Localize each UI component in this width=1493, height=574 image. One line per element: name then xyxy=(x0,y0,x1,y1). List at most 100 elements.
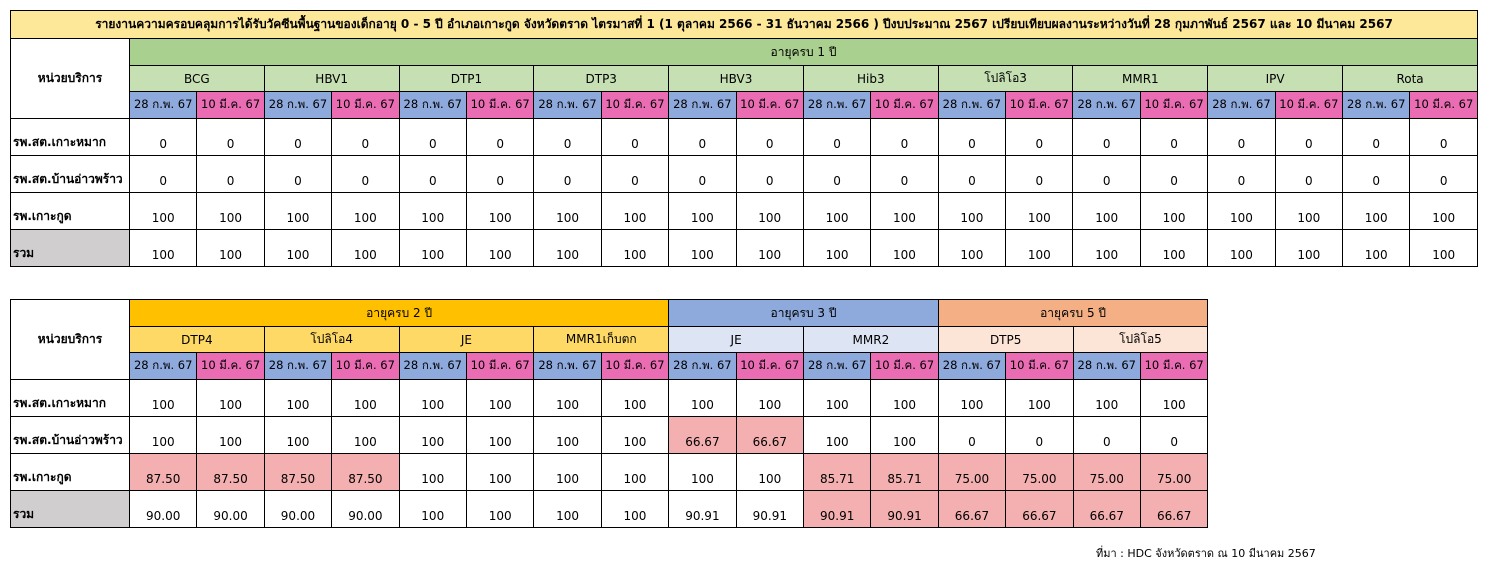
unit-header: หน่วยบริการ xyxy=(10,38,130,119)
value-cell: 100 xyxy=(735,379,804,417)
vaccine-header: DTP4 xyxy=(129,326,265,353)
value-cell: 100 xyxy=(1207,229,1276,267)
value-cell: 66.67 xyxy=(668,416,737,454)
value-cell: 87.50 xyxy=(263,453,333,491)
value-cell: 100 xyxy=(1274,192,1344,230)
date-header-a: 28 ก.พ. 67 xyxy=(533,91,602,119)
date-header-a: 28 ก.พ. 67 xyxy=(802,352,872,380)
age-group-header: อายุครบ 1 ปี xyxy=(128,38,1479,66)
value-cell: 100 xyxy=(1274,229,1344,267)
value-cell: 0 xyxy=(533,118,602,156)
value-cell: 0 xyxy=(331,118,400,156)
vaccine-row: BCG HBV1 DTP1 DTP3 HBV3 Hib3 โปลิโอ3 MMR1 IPV Rot… xyxy=(11,65,1479,92)
value-cell: 100 xyxy=(533,453,602,491)
value-cell: 100 xyxy=(802,192,872,230)
value-cell: 100 xyxy=(1005,379,1074,417)
value-cell: 0 xyxy=(331,155,400,193)
value-cell: 0 xyxy=(668,155,737,193)
vaccine-header: DTP5 xyxy=(937,326,1074,353)
date-header-b: 10 มี.ค. 67 xyxy=(1005,91,1074,119)
value-cell: 100 xyxy=(668,453,737,491)
value-cell: 66.67 xyxy=(1005,490,1074,528)
value-cell: 0 xyxy=(600,155,670,193)
value-cell: 90.91 xyxy=(802,490,872,528)
value-cell: 100 xyxy=(1139,379,1209,417)
value-cell: 100 xyxy=(1072,192,1141,230)
value-cell: 90.00 xyxy=(331,490,400,528)
value-cell: 90.91 xyxy=(735,490,804,528)
value-cell: 90.91 xyxy=(668,490,737,528)
date-header-a: 28 ก.พ. 67 xyxy=(802,91,872,119)
date-header-a: 28 ก.พ. 67 xyxy=(1072,91,1141,119)
value-cell: 75.00 xyxy=(1005,453,1074,491)
value-cell: 100 xyxy=(870,229,939,267)
value-cell: 100 xyxy=(263,379,333,417)
vaccine-header: JE xyxy=(668,326,804,353)
date-header-b: 10 มี.ค. 67 xyxy=(600,352,670,380)
value-cell: 100 xyxy=(600,229,670,267)
title-row: รายงานความครอบคลุมการได้รับวัคซีนพื้นฐาน… xyxy=(9,10,1479,39)
value-cell: 90.00 xyxy=(128,490,198,528)
date-header-a: 28 ก.พ. 67 xyxy=(398,352,467,380)
date-header-a: 28 ก.พ. 67 xyxy=(128,91,198,119)
value-cell: 90.91 xyxy=(870,490,939,528)
vaccine-header: โปลิโอ4 xyxy=(263,326,400,353)
age-group-header: อายุครบ 3 ปี xyxy=(668,299,939,327)
age-row: หน่วยบริการ อายุครบ 2 ปี อายุครบ 3 ปี อายุค… xyxy=(10,299,1209,380)
value-cell: 100 xyxy=(398,229,467,267)
vaccine-header: MMR1 xyxy=(1072,65,1209,92)
value-cell: 100 xyxy=(465,379,535,417)
date-header-b: 10 มี.ค. 67 xyxy=(196,91,265,119)
value-cell: 100 xyxy=(128,192,198,230)
value-cell: 100 xyxy=(465,453,535,491)
value-cell: 100 xyxy=(802,416,872,454)
value-cell: 0 xyxy=(1274,155,1344,193)
value-cell: 100 xyxy=(533,379,602,417)
vaccine-header: HBV1 xyxy=(263,65,400,92)
value-cell: 100 xyxy=(802,229,872,267)
value-cell: 0 xyxy=(1139,416,1209,454)
value-cell: 0 xyxy=(802,118,872,156)
value-cell: 100 xyxy=(600,453,670,491)
value-cell: 100 xyxy=(600,490,670,528)
value-cell: 100 xyxy=(465,416,535,454)
value-cell: 0 xyxy=(1207,118,1276,156)
table-row: รพ.สต.บ้านอ่าวพร้าว 0 0 0 0 0 0 0 0 0 0 0 0 0 0 0 0 0 0 0 0 xyxy=(10,155,1479,193)
value-cell: 87.50 xyxy=(196,453,265,491)
value-cell: 0 xyxy=(1072,155,1141,193)
value-cell: 100 xyxy=(668,229,737,267)
value-cell: 100 xyxy=(263,229,333,267)
value-cell: 0 xyxy=(1342,155,1411,193)
value-cell: 100 xyxy=(600,379,670,417)
value-cell: 100 xyxy=(870,416,939,454)
vaccine-header: โปลิโอ5 xyxy=(1072,326,1209,353)
value-cell: 100 xyxy=(735,192,804,230)
value-cell: 100 xyxy=(1342,192,1411,230)
value-cell: 100 xyxy=(196,229,265,267)
unit-name: รวม xyxy=(10,490,130,528)
value-cell: 100 xyxy=(196,192,265,230)
source-note: ที่มา : HDC จังหวัดตราด ณ 10 มีนาคม 2567 xyxy=(1096,547,1316,560)
value-cell: 75.00 xyxy=(1072,453,1141,491)
value-cell: 0 xyxy=(1409,118,1479,156)
date-header-a: 28 ก.พ. 67 xyxy=(263,352,333,380)
age-row: หน่วยบริการ อายุครบ 1 ปี xyxy=(10,38,1479,119)
unit-name: รพ.เกาะกูด xyxy=(10,192,130,230)
value-cell: 0 xyxy=(465,155,535,193)
vaccine-header: MMR1เก็บตก xyxy=(533,326,670,353)
value-cell: 100 xyxy=(533,416,602,454)
table-title: รายงานความครอบคลุมการได้รับวัคซีนพื้นฐาน… xyxy=(9,10,1479,39)
value-cell: 100 xyxy=(1005,192,1074,230)
value-cell: 100 xyxy=(533,192,602,230)
value-cell: 100 xyxy=(398,379,467,417)
value-cell: 100 xyxy=(331,416,400,454)
unit-name: รวม xyxy=(10,229,130,267)
date-header-a: 28 ก.พ. 67 xyxy=(1342,91,1411,119)
value-cell: 75.00 xyxy=(1139,453,1209,491)
value-cell: 0 xyxy=(870,155,939,193)
value-cell: 100 xyxy=(1072,379,1141,417)
value-cell: 100 xyxy=(668,379,737,417)
value-cell: 100 xyxy=(1139,192,1209,230)
value-cell: 0 xyxy=(1409,155,1479,193)
value-cell: 100 xyxy=(465,192,535,230)
